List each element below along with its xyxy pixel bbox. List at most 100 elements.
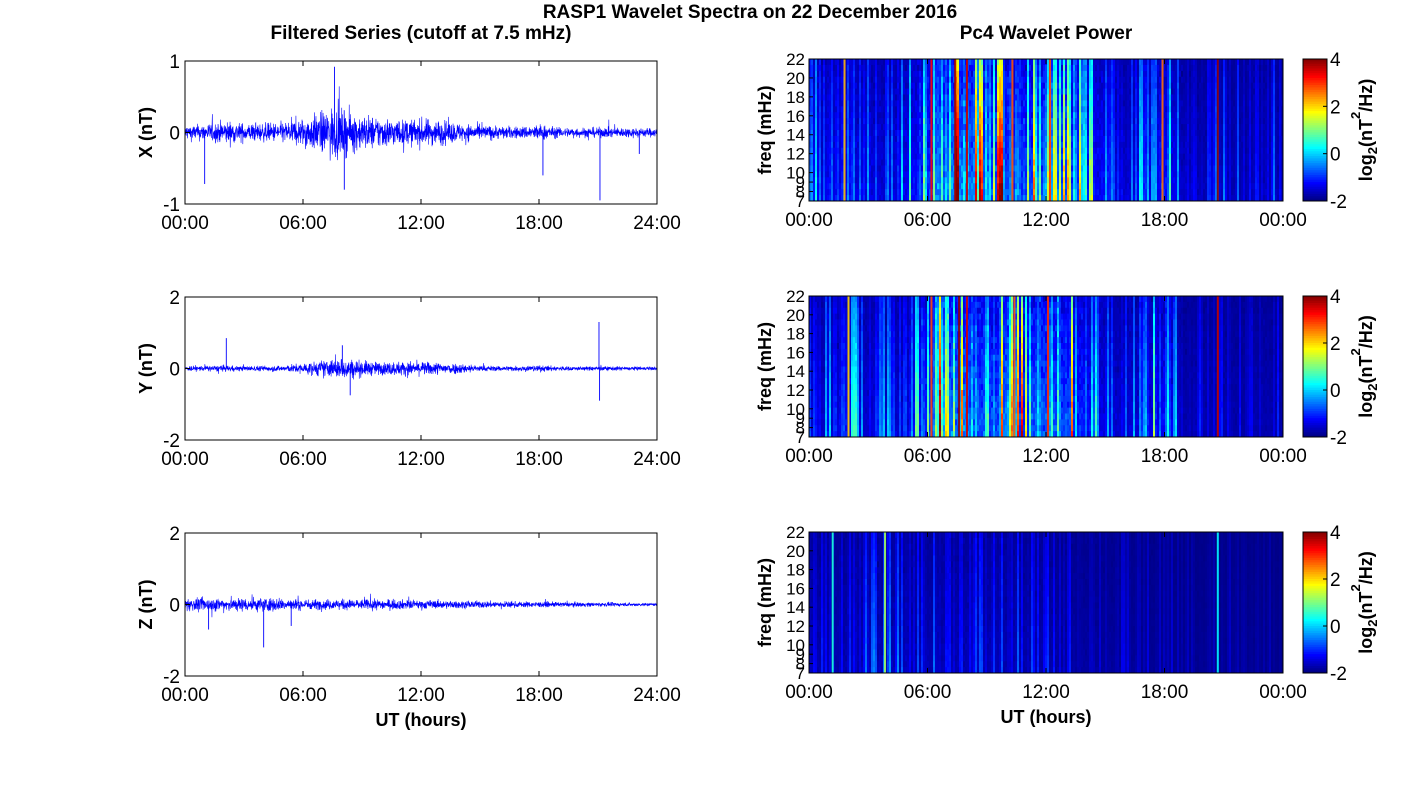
wavelet-x-cell	[1081, 183, 1084, 190]
wavelet-x-cell	[909, 165, 912, 172]
wavelet-x-cell	[969, 189, 972, 196]
wavelet-x-cell	[821, 59, 824, 66]
wavelet-x-cell	[975, 130, 978, 137]
wavelet-x-cell	[1177, 183, 1180, 190]
wavelet-x-cell	[999, 100, 1002, 107]
wavelet-x-cell	[1071, 135, 1074, 143]
wavelet-x-cell	[859, 76, 862, 84]
wavelet-x-cell	[1207, 76, 1210, 84]
wavelet-x-cell	[993, 183, 996, 190]
wavelet-x-cell	[1157, 159, 1160, 166]
wavelet-x-cell	[833, 124, 836, 131]
wavelet-x-cell	[1073, 70, 1076, 78]
wavelet-x-cell	[1121, 183, 1124, 190]
wavelet-x-cell	[955, 171, 958, 178]
wavelet-x-cell	[1191, 106, 1194, 113]
wavelet-x-cell	[1175, 153, 1178, 160]
wavelet-x-cell	[819, 64, 822, 72]
wavelet-x-cell	[1181, 189, 1184, 196]
wavelet-x-cell	[923, 118, 926, 125]
wavelet-x-cell	[1075, 64, 1078, 72]
wavelet-x-cell	[921, 124, 924, 131]
wavelet-x-cell	[1159, 171, 1162, 178]
wavelet-x-cell	[1027, 135, 1030, 143]
filtered-y-xtick-label: 24:00	[633, 449, 681, 470]
wavelet-x-cell	[963, 112, 966, 119]
wavelet-x-cell	[981, 88, 984, 95]
wavelet-x-cell	[1013, 94, 1016, 101]
wavelet-x-cell	[827, 88, 830, 95]
wavelet-x-cell	[1101, 106, 1104, 113]
filtered-y-xtick-label: 18:00	[515, 449, 563, 470]
wavelet-x-cell	[1013, 183, 1016, 190]
wavelet-x-cell	[1215, 70, 1218, 78]
wavelet-x-cell	[1185, 82, 1188, 89]
wavelet-x-cell	[1133, 147, 1136, 155]
wavelet-x-cell	[1107, 183, 1110, 190]
wavelet-x-cell	[1061, 135, 1064, 143]
wavelet-x-cell	[935, 88, 938, 95]
wavelet-x-cell	[1063, 153, 1066, 160]
wavelet-x-cell	[825, 70, 828, 78]
wavelet-x-cell	[1047, 88, 1050, 95]
wavelet-x-cell	[1185, 177, 1188, 184]
wavelet-x-cell	[1039, 141, 1042, 149]
wavelet-x-cell	[1211, 153, 1214, 160]
wavelet-x-cell	[1007, 106, 1010, 113]
wavelet-x-cell	[983, 177, 986, 184]
wavelet-x-cell	[921, 147, 924, 155]
wavelet-x-cell	[1039, 159, 1042, 166]
wavelet-x-cell	[999, 88, 1002, 95]
wavelet-x-cell	[867, 183, 870, 190]
wavelet-x-cell	[1013, 64, 1016, 72]
wavelet-x-cell	[961, 171, 964, 178]
wavelet-x-cell	[1099, 76, 1102, 84]
wavelet-x-cell	[1083, 165, 1086, 172]
wavelet-x-cell	[907, 82, 910, 89]
wavelet-x-cell	[881, 112, 884, 119]
wavelet-x-cell	[1125, 165, 1128, 172]
filtered-x-ytick-label: 0	[169, 124, 180, 145]
wavelet-x-cell	[1033, 88, 1036, 95]
wavelet-x-cell	[973, 165, 976, 172]
wavelet-x-cell	[1059, 59, 1062, 66]
wavelet-x-cell	[993, 189, 996, 196]
wavelet-x-cell	[1017, 118, 1020, 125]
wavelet-x-cell	[997, 159, 1000, 166]
wavelet-x-cell	[1195, 59, 1198, 66]
wavelet-x-cell	[861, 112, 864, 119]
wavelet-x-cell	[1137, 183, 1140, 190]
wavelet-x-cell	[1015, 70, 1018, 78]
wavelet-x-cell	[1195, 118, 1198, 125]
wavelet-x-cell	[859, 64, 862, 72]
wavelet-x-cell	[1079, 106, 1082, 113]
wavelet-x-cell	[847, 112, 850, 119]
wavelet-x-cell	[849, 88, 852, 95]
wavelet-x-cell	[1117, 153, 1120, 160]
wavelet-x-cell	[961, 82, 964, 89]
wavelet-x-cell	[889, 100, 892, 107]
wavelet-x-cell	[963, 70, 966, 78]
wavelet-x-cell	[1149, 153, 1152, 160]
wavelet-x-cell	[1009, 195, 1012, 202]
wavelet-x-cell	[813, 159, 816, 166]
wavelet-x-cell	[933, 159, 936, 166]
wavelet-x-cell	[1197, 106, 1200, 113]
wavelet-x-cell	[1079, 94, 1082, 101]
wavelet-x-cell	[897, 76, 900, 84]
wavelet-x-cell	[1143, 141, 1146, 149]
wavelet-x-cell	[957, 118, 960, 125]
wavelet-x-cell	[1037, 141, 1040, 149]
wavelet-x-cell	[1051, 135, 1054, 143]
wavelet-x-cell	[1003, 141, 1006, 149]
wavelet-x-cell	[879, 64, 882, 72]
wavelet-x-cell	[913, 82, 916, 89]
wavelet-x-cell	[997, 177, 1000, 184]
wavelet-x-cell	[1189, 141, 1192, 149]
wavelet-x-cell	[1069, 141, 1072, 149]
wavelet-x-cell	[951, 94, 954, 101]
wavelet-x-cell	[933, 153, 936, 160]
wavelet-x-cell	[1183, 130, 1186, 137]
wavelet-x-cell	[893, 171, 896, 178]
wavelet-x-cell	[1139, 177, 1142, 184]
